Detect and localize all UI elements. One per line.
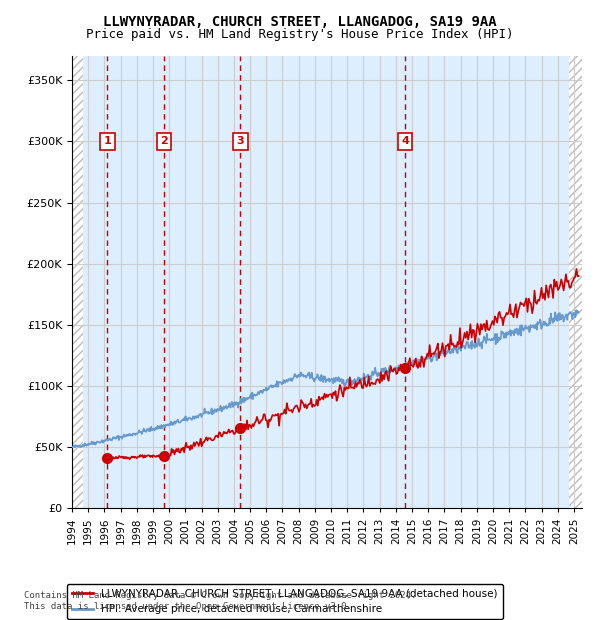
Legend: LLWYNYRADAR, CHURCH STREET, LLANGADOG, SA19 9AA (detached house), HPI: Average p: LLWYNYRADAR, CHURCH STREET, LLANGADOG, S… [67,584,503,619]
Text: Price paid vs. HM Land Registry's House Price Index (HPI): Price paid vs. HM Land Registry's House … [86,28,514,41]
Text: 4: 4 [401,136,409,146]
Text: 2: 2 [160,136,167,146]
Bar [569,56,582,508]
Text: 1: 1 [104,136,112,146]
Bar [72,56,83,508]
Text: 3: 3 [236,136,244,146]
Text: Contains HM Land Registry data © Crown copyright and database right 2024.
This d: Contains HM Land Registry data © Crown c… [24,591,416,611]
Text: LLWYNYRADAR, CHURCH STREET, LLANGADOG, SA19 9AA: LLWYNYRADAR, CHURCH STREET, LLANGADOG, S… [103,16,497,30]
